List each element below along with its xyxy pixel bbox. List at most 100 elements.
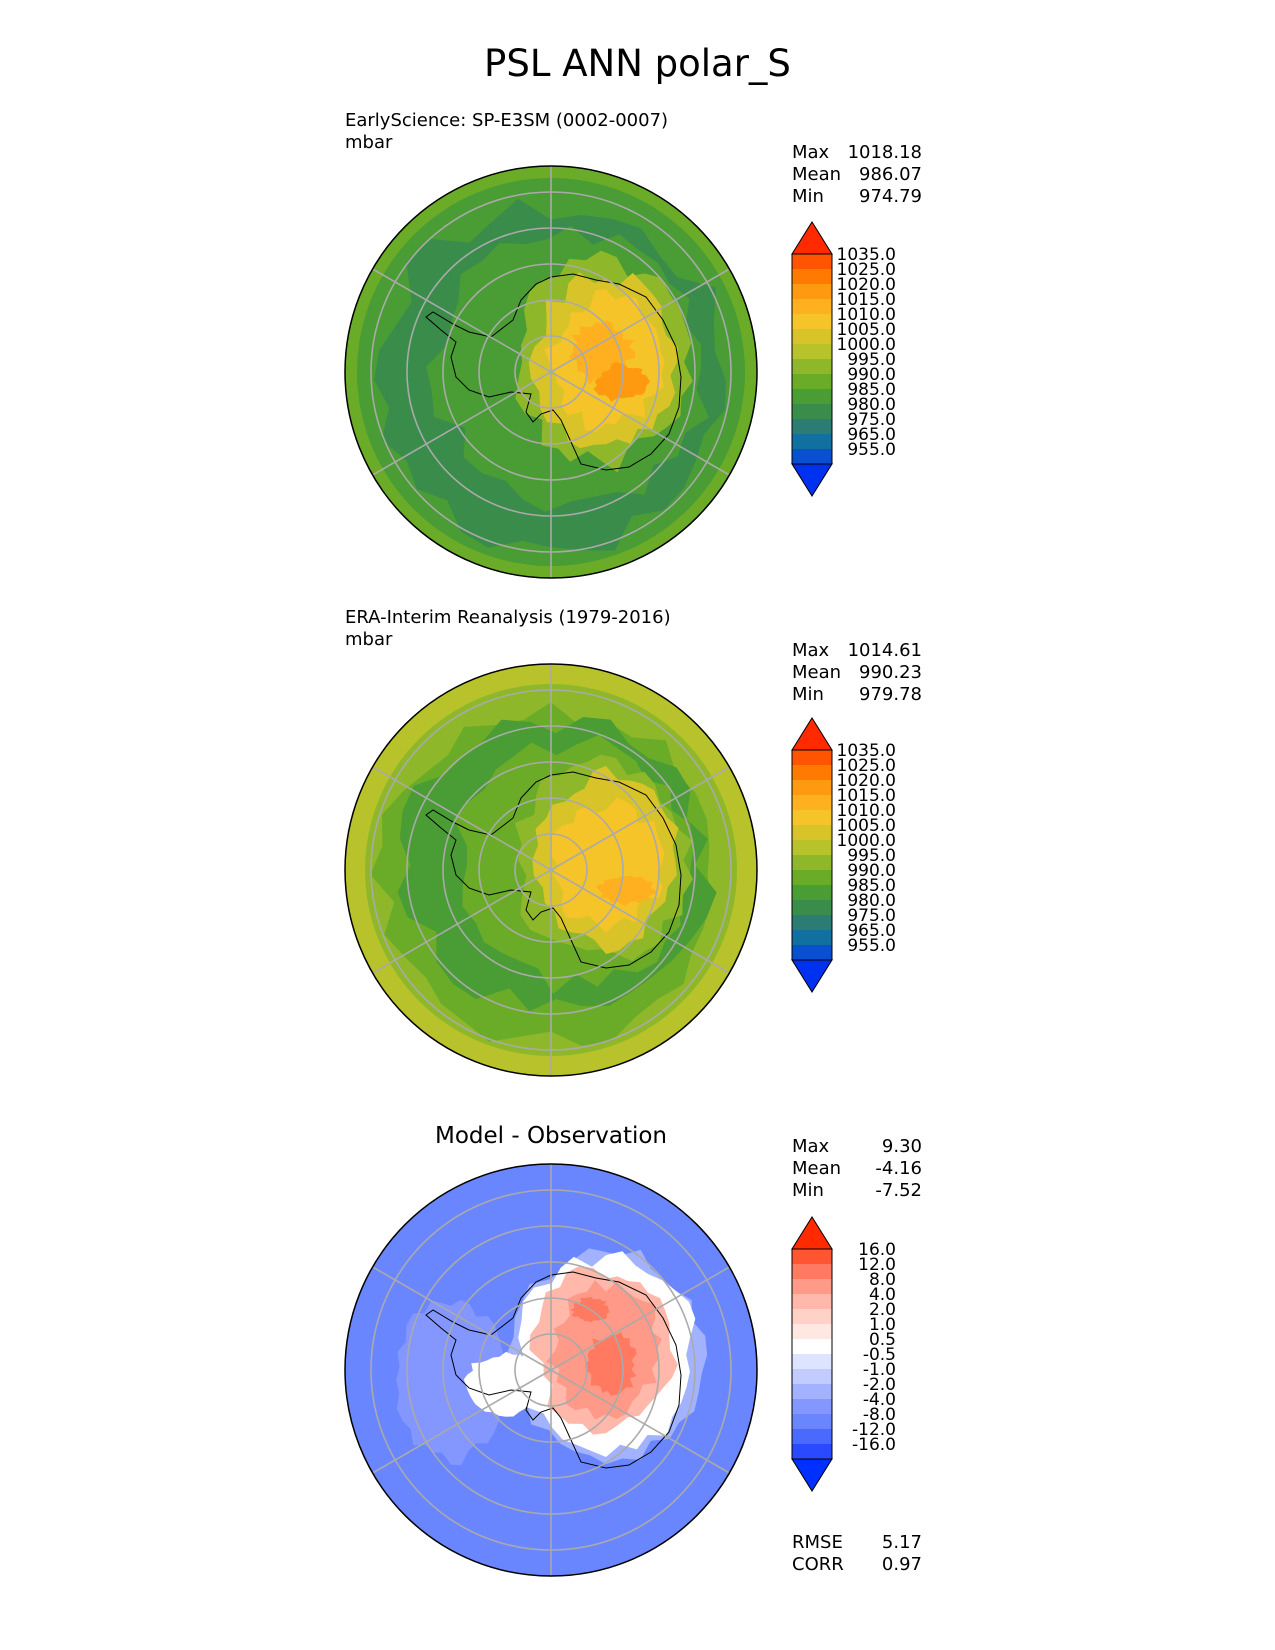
colorbar-segment bbox=[792, 1339, 832, 1354]
meridian-gridline bbox=[372, 1369, 552, 1474]
stat-label: Max bbox=[792, 1136, 830, 1157]
colorbar-tick-label: 1015.0 bbox=[837, 786, 896, 806]
colorbar-tick-label: 1005.0 bbox=[837, 816, 896, 836]
colorbar-tick-label: 1005.0 bbox=[837, 320, 896, 340]
meridian-gridline bbox=[372, 371, 552, 476]
stat-value: 1014.61 bbox=[847, 640, 922, 661]
colorbar-segment bbox=[792, 254, 832, 269]
polar-map-2 bbox=[344, 1163, 758, 1577]
colorbar-segment bbox=[792, 1279, 832, 1294]
colorbar-segment bbox=[792, 915, 832, 930]
stat-value: 979.78 bbox=[859, 684, 922, 705]
colorbar-tick-label: 995.0 bbox=[847, 846, 896, 866]
colorbar-tick-label: 1.0 bbox=[869, 1315, 896, 1335]
colorbar-tick-label: 975.0 bbox=[847, 906, 896, 926]
colorbar-tick-label: 1010.0 bbox=[837, 305, 896, 325]
colorbar-tick-label: 965.0 bbox=[847, 425, 896, 445]
colorbar-tick-label: -0.5 bbox=[863, 1345, 896, 1365]
colorbar-tick-label: 1025.0 bbox=[837, 756, 896, 776]
colorbar-tick-label: 965.0 bbox=[847, 921, 896, 941]
colorbar-segment bbox=[792, 329, 832, 344]
diff-panel-title: Model - Observation bbox=[434, 1123, 668, 1149]
antarctica-coastline bbox=[425, 771, 682, 969]
model-panel-units: mbar bbox=[345, 132, 393, 153]
colorbar-tick-label: 990.0 bbox=[847, 861, 896, 881]
colorbar-1: 1035.01025.01020.01015.01010.01005.01000… bbox=[791, 717, 896, 993]
stat-value: -4.16 bbox=[875, 1158, 922, 1179]
colorbar-tick-label: 1020.0 bbox=[837, 275, 896, 295]
meridian-gridline bbox=[550, 766, 730, 871]
stat-value: 986.07 bbox=[859, 164, 922, 185]
metric-label: RMSE bbox=[792, 1532, 843, 1553]
colorbar-segment bbox=[792, 1354, 832, 1369]
meridian-gridline bbox=[550, 1266, 730, 1371]
colorbar-segment bbox=[792, 374, 832, 389]
stat-label: Max bbox=[792, 640, 830, 661]
colorbar-tick-label: 985.0 bbox=[847, 876, 896, 896]
colorbar-tick-label: 16.0 bbox=[858, 1240, 896, 1260]
colorbar-extend-min bbox=[791, 1458, 833, 1492]
colorbar-tick-label: 4.0 bbox=[869, 1285, 896, 1305]
polar-map-0 bbox=[344, 165, 758, 579]
obs-panel-label: ERA-Interim Reanalysis (1979-2016) mbar bbox=[345, 607, 671, 651]
colorbar-tick-label: 1015.0 bbox=[837, 290, 896, 310]
colorbar-tick-label: 975.0 bbox=[847, 410, 896, 430]
stat-value: 990.23 bbox=[859, 662, 922, 683]
colorbar-tick-label: 1000.0 bbox=[837, 831, 896, 851]
model-stats: Max 1018.18 Mean 986.07 Min 974.79 bbox=[792, 142, 922, 208]
metric-value: 5.17 bbox=[881, 1532, 922, 1553]
meridian-gridline bbox=[372, 766, 552, 871]
colorbar-tick-label: 1010.0 bbox=[837, 801, 896, 821]
colorbar-tick-label: 980.0 bbox=[847, 891, 896, 911]
colorbar-segment bbox=[792, 885, 832, 900]
colorbar-segment bbox=[792, 419, 832, 434]
colorbar-segment bbox=[792, 765, 832, 780]
colorbar-segment bbox=[792, 449, 832, 464]
model-panel-label: EarlyScience: SP-E3SM (0002-0007) mbar bbox=[345, 110, 668, 154]
colorbar-segment bbox=[792, 284, 832, 299]
model-panel-title: EarlyScience: SP-E3SM (0002-0007) bbox=[345, 110, 669, 131]
colorbar-tick-label: 955.0 bbox=[847, 936, 896, 956]
colorbar-segment bbox=[792, 1384, 832, 1399]
colorbar-tick-label: -2.0 bbox=[863, 1375, 896, 1395]
meridian-gridline bbox=[550, 1369, 730, 1474]
colorbar-segment bbox=[792, 870, 832, 885]
colorbar-segment bbox=[792, 1309, 832, 1324]
field-contour bbox=[596, 875, 658, 906]
stat-value: 1018.18 bbox=[847, 142, 922, 163]
field-contour bbox=[396, 1299, 511, 1466]
colorbar-segment bbox=[792, 269, 832, 284]
colorbar-tick-label: 1025.0 bbox=[837, 260, 896, 280]
colorbar-segment bbox=[792, 1249, 832, 1264]
colorbar-segment bbox=[792, 434, 832, 449]
colorbar-segment bbox=[792, 825, 832, 840]
antarctica-coastline bbox=[425, 1271, 682, 1469]
colorbar-segment bbox=[792, 1414, 832, 1429]
colorbar-tick-label: -4.0 bbox=[863, 1390, 896, 1410]
map-boundary bbox=[344, 1163, 758, 1577]
colorbar-segment bbox=[792, 810, 832, 825]
colorbar-extend-min bbox=[791, 959, 833, 993]
obs-panel-title: ERA-Interim Reanalysis (1979-2016) bbox=[345, 607, 671, 628]
colorbar-segment bbox=[792, 1264, 832, 1279]
stat-value: 9.30 bbox=[881, 1136, 922, 1157]
colorbar-extend-max bbox=[791, 717, 833, 751]
colorbar-segment bbox=[792, 945, 832, 960]
colorbar-tick-label: 1035.0 bbox=[837, 245, 896, 265]
colorbar-tick-label: 1020.0 bbox=[837, 771, 896, 791]
colorbar-tick-label: 8.0 bbox=[869, 1270, 896, 1290]
meridian-gridline bbox=[550, 869, 730, 974]
diff-stats: Max 9.30 Mean -4.16 Min -7.52 bbox=[792, 1136, 922, 1202]
map-boundary bbox=[344, 663, 758, 1077]
colorbar-segment bbox=[792, 299, 832, 314]
colorbar-tick-label: 995.0 bbox=[847, 350, 896, 370]
colorbar-segment bbox=[792, 1369, 832, 1384]
colorbar-segment bbox=[792, 750, 832, 765]
stat-label: Min bbox=[792, 684, 824, 705]
meridian-gridline bbox=[550, 268, 730, 373]
colorbar-extend-max bbox=[791, 221, 833, 255]
colorbar-2: 16.012.08.04.02.01.00.5-0.5-1.0-2.0-4.0-… bbox=[791, 1216, 896, 1492]
figure-title: PSL ANN polar_S bbox=[484, 42, 791, 85]
colorbar-tick-label: -12.0 bbox=[852, 1420, 896, 1440]
